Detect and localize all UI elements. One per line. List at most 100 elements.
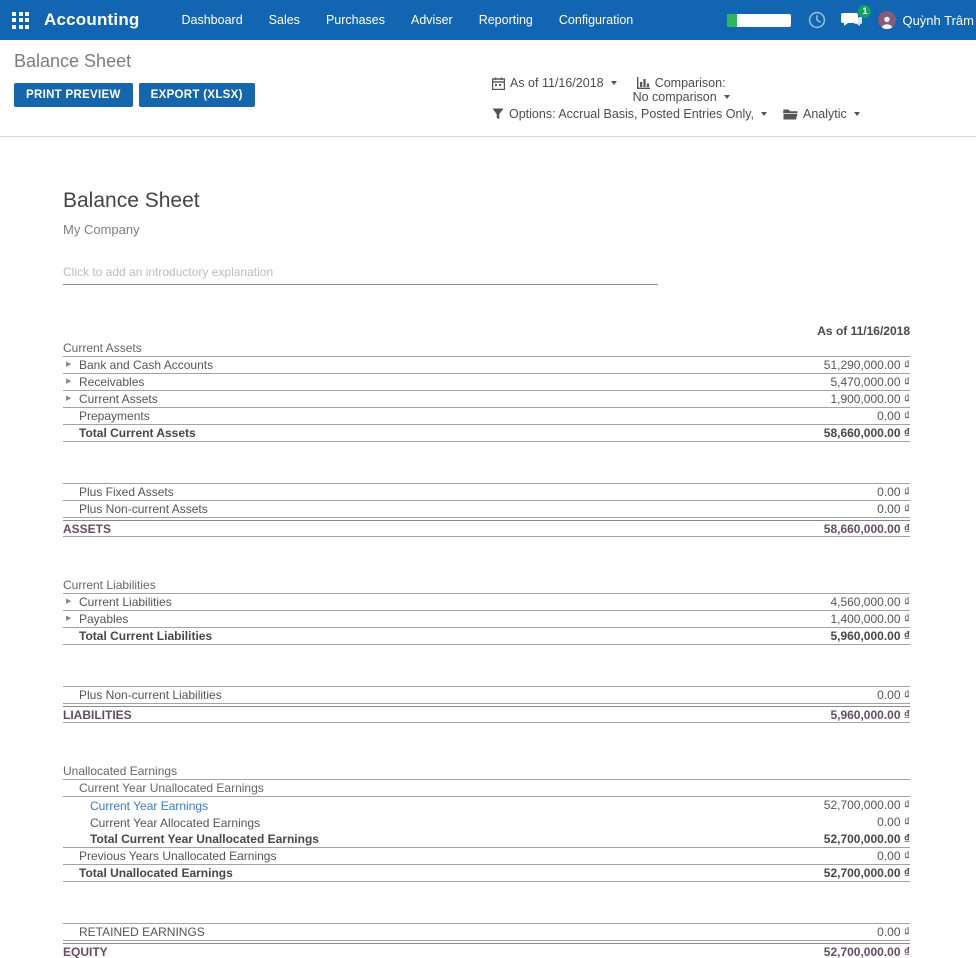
table-row: Plus Non-current Assets 0.00 ₫ xyxy=(63,501,910,518)
row-amount: 52,700,000.00 ₫ xyxy=(823,832,910,846)
analytic-filter[interactable]: Analytic xyxy=(783,107,860,121)
row-label: EQUITY xyxy=(63,944,108,958)
table-row: EQUITY 52,700,000.00 ₫ xyxy=(63,943,910,958)
menu-item-sales[interactable]: Sales xyxy=(268,13,300,27)
report-title: Balance Sheet xyxy=(63,189,200,212)
table-row: Total Current Year Unallocated Earnings 5… xyxy=(63,831,910,848)
row-label: Total Current Year Unallocated Earnings xyxy=(90,832,319,846)
row-amount: 52,700,000.00 ₫ xyxy=(823,866,910,880)
table-row[interactable]: ▶ Bank and Cash Accounts 51,290,000.00 ₫ xyxy=(63,357,910,374)
row-label: Payables xyxy=(79,612,129,626)
row-label: ASSETS xyxy=(63,521,112,536)
menu-item-adviser[interactable]: Adviser xyxy=(411,13,453,27)
table-row: ASSETS 58,660,000.00 ₫ xyxy=(63,520,910,537)
menu-item-reporting[interactable]: Reporting xyxy=(478,13,533,27)
expand-caret-icon[interactable]: ▶ xyxy=(66,598,72,605)
row-label[interactable]: Current Year Earnings xyxy=(90,798,209,813)
row-label: Current Year Allocated Earnings xyxy=(90,815,261,830)
table-row: Total Unallocated Earnings 52,700,000.00 … xyxy=(63,865,910,882)
comparison-value-dropdown[interactable]: No comparison xyxy=(633,90,730,104)
row-amount: 1,400,000.00 ₫ xyxy=(830,612,910,626)
date-filter-label: As of 11/16/2018 xyxy=(510,76,604,90)
apps-grid-icon[interactable] xyxy=(12,11,29,29)
export-xlsx-button[interactable]: EXPORT (XLSX) xyxy=(138,83,255,107)
calendar-icon xyxy=(492,77,505,90)
table-spacer xyxy=(63,645,910,687)
row-label: Receivables xyxy=(79,375,145,389)
menu-item-purchases[interactable]: Purchases xyxy=(325,13,385,27)
main-menu: Dashboard Sales Purchases Adviser Report… xyxy=(182,13,634,27)
row-amount: 5,470,000.00 ₫ xyxy=(830,375,910,389)
expand-caret-icon[interactable]: ▶ xyxy=(66,378,72,385)
comparison-label: Comparison: xyxy=(654,76,726,90)
row-label: Current Liabilities xyxy=(79,595,172,609)
folder-icon xyxy=(783,109,798,120)
row-amount: 58,660,000.00 ₫ xyxy=(823,426,910,440)
menu-item-configuration[interactable]: Configuration xyxy=(558,13,634,27)
app-name[interactable]: Accounting xyxy=(44,10,140,29)
report-filters: As of 11/16/2018 Comparison: No comparis… xyxy=(492,76,860,121)
expand-caret-icon[interactable]: ▶ xyxy=(66,361,72,368)
row-amount: 5,960,000.00 ₫ xyxy=(830,708,910,722)
table-row: Current Assets xyxy=(63,340,910,357)
table-row[interactable]: ▶ Payables 1,400,000.00 ₫ xyxy=(63,611,910,628)
breadcrumb: Balance Sheet xyxy=(14,51,132,71)
row-amount: 1,900,000.00 ₫ xyxy=(830,392,910,406)
row-amount: 5,960,000.00 ₫ xyxy=(830,629,910,643)
print-preview-button[interactable]: PRINT PREVIEW xyxy=(14,83,133,107)
user-menu[interactable]: Quỳnh Trâm xyxy=(902,12,974,28)
comparison-filter-header[interactable]: Comparison: xyxy=(636,76,726,90)
analytic-filter-label: Analytic xyxy=(803,107,847,121)
table-row: Previous Years Unallocated Earnings 0.00 … xyxy=(63,848,910,865)
table-row: Total Current Liabilities 5,960,000.00 ₫ xyxy=(63,628,910,645)
table-row: Current Year Unallocated Earnings xyxy=(63,780,910,797)
table-row[interactable]: Current Year Earnings 52,700,000.00 ₫ xyxy=(63,797,910,814)
row-amount: 0.00 ₫ xyxy=(877,849,910,863)
row-amount: 0.00 ₫ xyxy=(877,409,910,423)
expand-caret-icon[interactable]: ▶ xyxy=(66,615,72,622)
menu-item-dashboard[interactable]: Dashboard xyxy=(181,13,243,27)
row-label: Previous Years Unallocated Earnings xyxy=(79,849,277,863)
expand-caret-icon[interactable]: ▶ xyxy=(66,395,72,402)
row-amount: 0.00 ₫ xyxy=(877,502,910,516)
row-label: Current Liabilities xyxy=(63,578,156,592)
table-row: Plus Fixed Assets 0.00 ₫ xyxy=(63,484,910,501)
row-label: LIABILITIES xyxy=(63,707,132,722)
table-row: Current Year Allocated Earnings 0.00 ₫ xyxy=(63,814,910,831)
date-filter[interactable]: As of 11/16/2018 xyxy=(492,76,617,90)
row-label: Current Assets xyxy=(63,341,142,355)
table-row: Unallocated Earnings xyxy=(63,763,910,780)
row-label: Total Unallocated Earnings xyxy=(79,866,233,880)
options-filter[interactable]: Options: Accrual Basis, Posted Entries O… xyxy=(492,107,768,121)
user-avatar-icon[interactable] xyxy=(878,11,897,29)
table-row[interactable]: ▶ Receivables 5,470,000.00 ₫ xyxy=(63,374,910,391)
bar-chart-icon xyxy=(636,77,650,89)
comparison-filter: Comparison: No comparison xyxy=(633,76,730,104)
chevron-down-icon xyxy=(610,81,617,85)
messages-icon[interactable]: 1 xyxy=(841,5,872,29)
activities-clock-icon[interactable] xyxy=(808,11,826,29)
report-table-body: Current Assets ▶ Bank and Cash Accounts 51,… xyxy=(63,340,910,958)
chevron-down-icon xyxy=(761,112,768,116)
row-amount: 58,660,000.00 ₫ xyxy=(823,522,910,536)
chevron-down-icon xyxy=(853,112,860,116)
table-spacer xyxy=(63,442,910,484)
table-row: Total Current Assets 58,660,000.00 ₫ xyxy=(63,425,910,442)
chevron-down-icon xyxy=(723,95,730,99)
balance-sheet-table: As of 11/16/2018 Current Assets ▶ Bank and… xyxy=(63,323,910,958)
comparison-value: No comparison xyxy=(632,90,717,104)
row-label: Current Year Unallocated Earnings xyxy=(79,781,264,795)
table-row[interactable]: ▶ Current Liabilities 4,560,000.00 ₫ xyxy=(63,594,910,611)
planner-progress-bar[interactable] xyxy=(727,13,792,27)
filter-funnel-icon xyxy=(492,108,504,120)
row-amount: 0.00 ₫ xyxy=(877,688,910,702)
table-row[interactable]: ▶ Current Assets 1,900,000.00 ₫ xyxy=(63,391,910,408)
options-filter-label: Options: Accrual Basis, Posted Entries O… xyxy=(509,107,755,121)
row-amount: 0.00 ₫ xyxy=(877,485,910,499)
row-label: Plus Fixed Assets xyxy=(79,485,174,499)
message-count-badge: 1 xyxy=(858,5,872,18)
row-label: Plus Non-current Liabilities xyxy=(79,688,222,702)
intro-explanation-input[interactable]: Click to add an introductory explanation xyxy=(63,265,658,285)
row-label: Unallocated Earnings xyxy=(63,764,178,778)
row-label: Plus Non-current Assets xyxy=(79,502,208,516)
